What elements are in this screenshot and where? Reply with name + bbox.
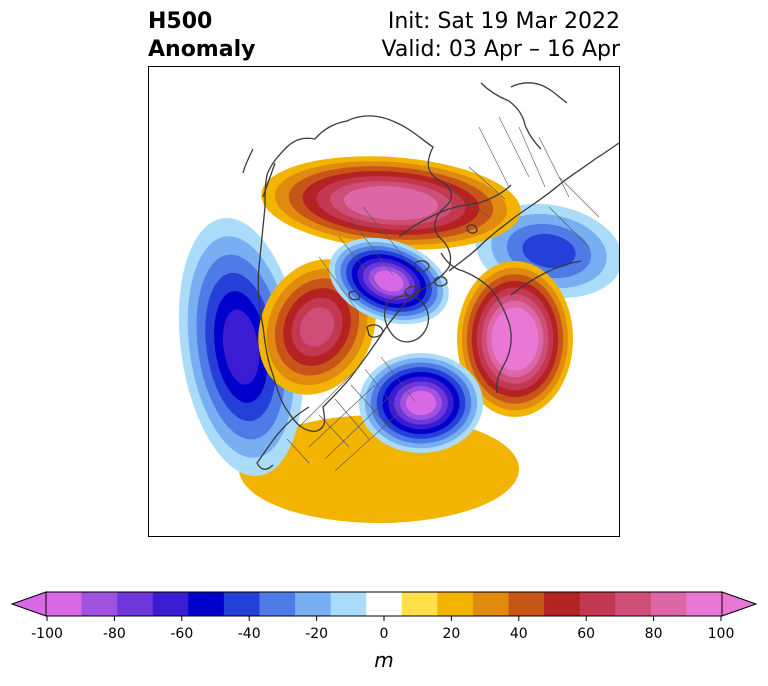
colorbar-tick-label: 100 bbox=[707, 626, 735, 642]
colorbar-tick-label: 80 bbox=[644, 626, 663, 642]
colorbar-segment bbox=[188, 592, 225, 616]
colorbar-tick-label: -20 bbox=[305, 626, 329, 642]
east-asia-coastline bbox=[480, 82, 568, 150]
north-america-coastline bbox=[257, 115, 453, 432]
colorbar-segment bbox=[366, 592, 403, 616]
anomaly-eastern-canada-low bbox=[359, 353, 483, 453]
colorbar-segment bbox=[295, 592, 332, 616]
colorbar-tick-label: -80 bbox=[102, 626, 126, 642]
colorbar-under-arrow bbox=[10, 591, 47, 617]
anomaly-contour bbox=[374, 270, 404, 292]
eurasia-coastline bbox=[398, 142, 619, 394]
political-borders bbox=[286, 116, 600, 472]
colorbar-segment bbox=[117, 592, 154, 616]
colorbar-segment bbox=[46, 592, 83, 616]
variable-type: Anomaly bbox=[148, 37, 256, 62]
colorbar-segment bbox=[472, 592, 510, 616]
colorbar-segment bbox=[81, 592, 118, 616]
colorbar-unit-label: m bbox=[374, 648, 394, 672]
arctic-islands bbox=[348, 276, 448, 338]
japan-kamchatka bbox=[242, 148, 276, 198]
anomaly-contour bbox=[222, 309, 260, 385]
colorbar-tick-label: 40 bbox=[509, 626, 528, 642]
colorbar-segment bbox=[223, 592, 260, 616]
variable-name: H500 bbox=[148, 9, 213, 34]
colorbar-segment bbox=[544, 592, 581, 616]
colorbar-segment bbox=[259, 592, 296, 616]
anomaly-north-pacific-trough bbox=[178, 217, 304, 477]
colorbar bbox=[10, 591, 758, 621]
iceland-britain bbox=[414, 224, 478, 273]
colorbar-tick-label: -100 bbox=[31, 626, 63, 642]
forecast-info: Init: Sat 19 Mar 2022 Valid: 03 Apr – 16… bbox=[382, 8, 621, 64]
colorbar-segment bbox=[437, 592, 474, 616]
colorbar-segment bbox=[330, 592, 367, 616]
anomaly-fill-layer bbox=[178, 156, 619, 523]
colorbar-segment bbox=[401, 592, 438, 616]
map-canvas bbox=[178, 82, 619, 523]
colorbar-tick-label: 60 bbox=[577, 626, 596, 642]
colorbar-ticks: -100 -80 -60 -40 -20 0 20 40 60 80 100 bbox=[0, 626, 768, 646]
colorbar-tick-label: 0 bbox=[379, 626, 389, 642]
colorbar-segment bbox=[650, 592, 687, 616]
valid-period: Valid: 03 Apr – 16 Apr bbox=[381, 37, 621, 62]
colorbar-segment bbox=[579, 592, 616, 616]
colorbar-tick-label: 20 bbox=[442, 626, 461, 642]
anomaly-contour bbox=[501, 320, 529, 358]
anomaly-contour bbox=[299, 307, 335, 347]
colorbar-over-arrow bbox=[721, 591, 758, 617]
colorbar-tick-label: -40 bbox=[237, 626, 261, 642]
anomaly-contour bbox=[405, 390, 437, 416]
anomaly-northern-asia-ridge bbox=[261, 156, 521, 250]
colorbar-segment bbox=[508, 592, 545, 616]
colorbar-tick-label: -60 bbox=[170, 626, 194, 642]
anomaly-map bbox=[148, 66, 620, 537]
canada-province-borders bbox=[318, 206, 410, 314]
greenland-coastline bbox=[383, 295, 430, 343]
anomaly-contour bbox=[357, 191, 425, 215]
colorbar-segment bbox=[686, 592, 723, 616]
init-date: Init: Sat 19 Mar 2022 bbox=[387, 9, 620, 34]
colorbar-segment bbox=[152, 592, 189, 616]
chart-title: H500 Anomaly bbox=[148, 8, 255, 64]
coastlines bbox=[242, 82, 619, 470]
central-america-coastline bbox=[256, 406, 310, 470]
us-state-borders bbox=[286, 356, 416, 472]
eurasia-country-borders bbox=[448, 116, 600, 248]
anomaly-greenland-europe-ridge bbox=[457, 261, 573, 417]
colorbar-segment bbox=[615, 592, 652, 616]
anomaly-contour bbox=[522, 233, 576, 269]
